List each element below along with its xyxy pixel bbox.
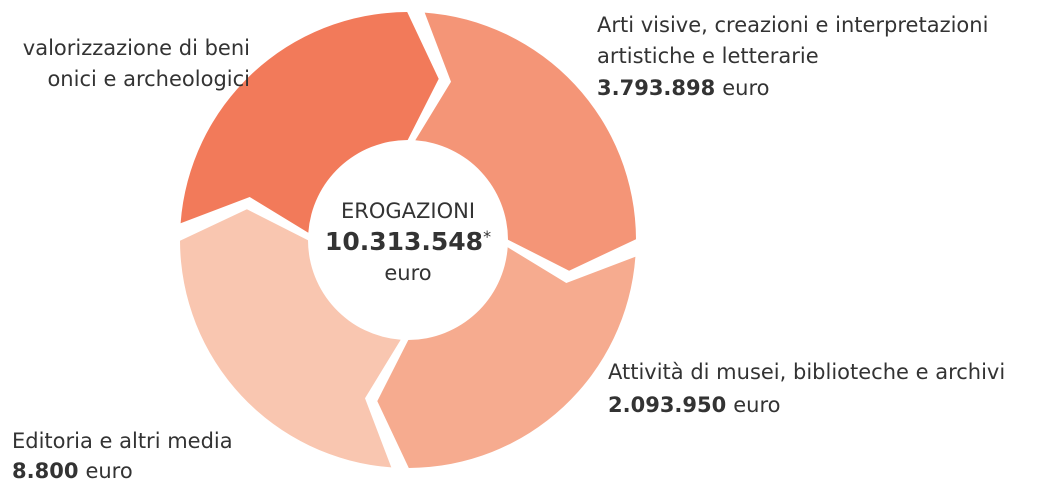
center-total: 10.313.548* <box>325 227 491 256</box>
amount: 2.093.950 euro <box>608 393 781 417</box>
amount-unit: euro <box>722 76 769 100</box>
amount-unit: euro <box>85 459 132 482</box>
asterisk: * <box>483 227 491 246</box>
label: artistiche e letterarie <box>597 44 819 68</box>
amount-value: 3.793.898 <box>597 76 715 100</box>
ring <box>180 12 636 468</box>
label: valorizzazione di beni <box>23 36 250 60</box>
segment <box>180 12 439 233</box>
amount-unit: euro <box>733 393 780 417</box>
center-title: EROGAZIONI <box>341 199 475 223</box>
segment <box>377 247 636 468</box>
amount: 8.800 euro <box>12 459 133 482</box>
amount-value: 2.093.950 <box>608 393 726 417</box>
segment <box>415 12 636 271</box>
label: Editoria e altri media <box>12 429 233 453</box>
label: Arti visive, creazioni e interpretazioni <box>597 13 988 37</box>
amount: 3.793.898 euro <box>597 76 770 100</box>
center-unit: euro <box>384 261 431 285</box>
total: 10.313.548 <box>325 227 483 256</box>
segment <box>180 209 401 468</box>
amount-value: 8.800 <box>12 459 78 482</box>
label: Attività di musei, biblioteche e archivi <box>608 360 1005 384</box>
label: onici e archeologici <box>47 67 250 91</box>
